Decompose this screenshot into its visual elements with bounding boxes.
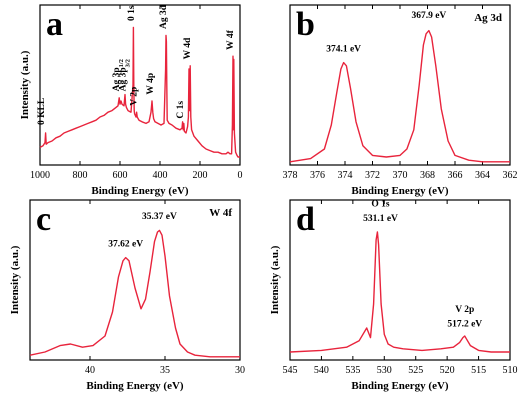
annotation-text: 374.1 eV	[326, 44, 361, 54]
plot-frame	[29, 199, 241, 361]
annotation-text: 37.62 eV	[108, 239, 143, 249]
x-tick-label: 520	[440, 365, 455, 376]
panel-letter: d	[296, 201, 315, 238]
x-tick-label: 368	[420, 170, 435, 181]
x-tick-label: 800	[73, 170, 88, 181]
panel-letter: b	[296, 6, 315, 43]
peak-annotation: Ag 3p3/2	[118, 59, 130, 91]
peak-annotation: 374.1 eV	[326, 44, 361, 54]
peak-annotation: V 2p	[130, 87, 140, 106]
spectrum-line	[289, 29, 510, 163]
peak-annotation: O 1s	[371, 199, 390, 209]
x-tick-label: 400	[153, 170, 168, 181]
x-tick-label: 35	[160, 365, 170, 376]
panel-c: 40 35 30 Binding Energy (eV) Intensity (a.u.…	[9, 199, 245, 392]
x-tick-label: 510	[503, 365, 518, 376]
panel-letter: a	[46, 6, 63, 43]
x-axis-label: Binding Energy (eV)	[86, 380, 184, 392]
annotation-text: V 2p	[130, 87, 140, 106]
y-axis-label: Intensity (a.u.)	[19, 50, 31, 119]
peak-annotation: 35.37 eV	[142, 212, 177, 222]
annotation-text: 0 KLL	[37, 98, 47, 125]
x-tick-label: 515	[471, 365, 486, 376]
panel-d: 545 540 535 530 525 520 515 510 Binding Energy (…	[269, 199, 518, 392]
annotation-text: 531.1 eV	[363, 214, 398, 224]
peak-annotation: 0 KLL	[37, 98, 47, 125]
x-tick-label: 374	[338, 170, 353, 181]
x-tick-label: 0	[238, 170, 243, 181]
panel-letter: c	[36, 201, 51, 238]
annotation-subscript: 1/2	[118, 59, 125, 67]
peak-annotation: 0 1s	[127, 5, 137, 21]
x-tick-label: 600	[113, 170, 128, 181]
x-tick-label: 545	[283, 365, 298, 376]
annotation-text: W 4d	[183, 37, 193, 59]
peak-annotation: 531.1 eV	[363, 214, 398, 224]
spectrum-line	[289, 231, 510, 353]
x-tick-label: 200	[193, 170, 208, 181]
annotation-text: 0 1s	[127, 5, 137, 21]
spectrum-line	[29, 229, 240, 358]
x-tick-label: 364	[475, 170, 490, 181]
x-tick-label: 376	[310, 170, 325, 181]
x-tick-label: 1000	[30, 170, 50, 181]
annotation-text: Ag 3p	[118, 67, 128, 91]
peak-annotation: C 1s	[176, 101, 186, 119]
x-tick-label: 540	[314, 365, 329, 376]
x-tick-label: 535	[345, 365, 360, 376]
x-tick-label: 530	[377, 365, 392, 376]
peak-annotation: W 4d	[183, 37, 193, 59]
annotation-text: 35.37 eV	[142, 212, 177, 222]
annotation-text: 517.2 eV	[447, 319, 482, 329]
annotation-text: C 1s	[176, 101, 186, 119]
annotation-text: V 2p	[455, 305, 474, 315]
x-tick-label: 372	[365, 170, 380, 181]
plot-frame	[289, 199, 511, 361]
annotation-text: W 4f	[226, 29, 236, 49]
x-tick-label: 378	[283, 170, 298, 181]
panel-a: 1000 800 600 400 200 0 Binding Energy (eV) Inte…	[19, 4, 243, 197]
x-tick-label: 30	[235, 365, 245, 376]
y-axis-label: Intensity (a.u.)	[9, 245, 21, 314]
peak-annotation: W 4f	[226, 29, 236, 49]
annotation-text: Ag 3p	[112, 67, 122, 91]
peak-annotation: W 4p	[146, 73, 156, 95]
panel-b: 378 376 374 372 370 368 366 364 362 Binding Energ…	[283, 4, 518, 197]
peak-annotation: Ag 3p1/2	[112, 59, 125, 91]
annotation-text: Ag 3d	[159, 4, 169, 29]
peak-annotation: 37.62 eV	[108, 239, 143, 249]
x-tick-label: 40	[85, 365, 95, 376]
x-axis-label: Binding Energy (eV)	[351, 185, 449, 197]
spectrum-line	[39, 26, 240, 158]
species-label: Ag 3d	[474, 12, 502, 24]
x-tick-label: 370	[393, 170, 408, 181]
peak-annotation: V 2p	[455, 305, 474, 315]
y-axis-label: Intensity (a.u.)	[269, 245, 281, 314]
x-axis-label: Binding Energy (eV)	[351, 380, 449, 392]
plot-frame	[289, 4, 511, 166]
species-label: W 4f	[209, 207, 232, 219]
x-tick-label: 525	[408, 365, 423, 376]
annotation-text: 367.9 eV	[411, 11, 446, 21]
peak-annotation: Ag 3d	[159, 4, 169, 29]
x-axis-label: Binding Energy (eV)	[91, 185, 189, 197]
x-tick-label: 366	[448, 170, 463, 181]
x-tick-label: 362	[503, 170, 518, 181]
annotation-text: O 1s	[371, 199, 390, 209]
annotation-subscript: 3/2	[124, 59, 131, 67]
plot-frame	[39, 4, 241, 166]
annotation-text: W 4p	[146, 73, 156, 95]
peak-annotation: 517.2 eV	[447, 319, 482, 329]
peak-annotation: 367.9 eV	[411, 11, 446, 21]
